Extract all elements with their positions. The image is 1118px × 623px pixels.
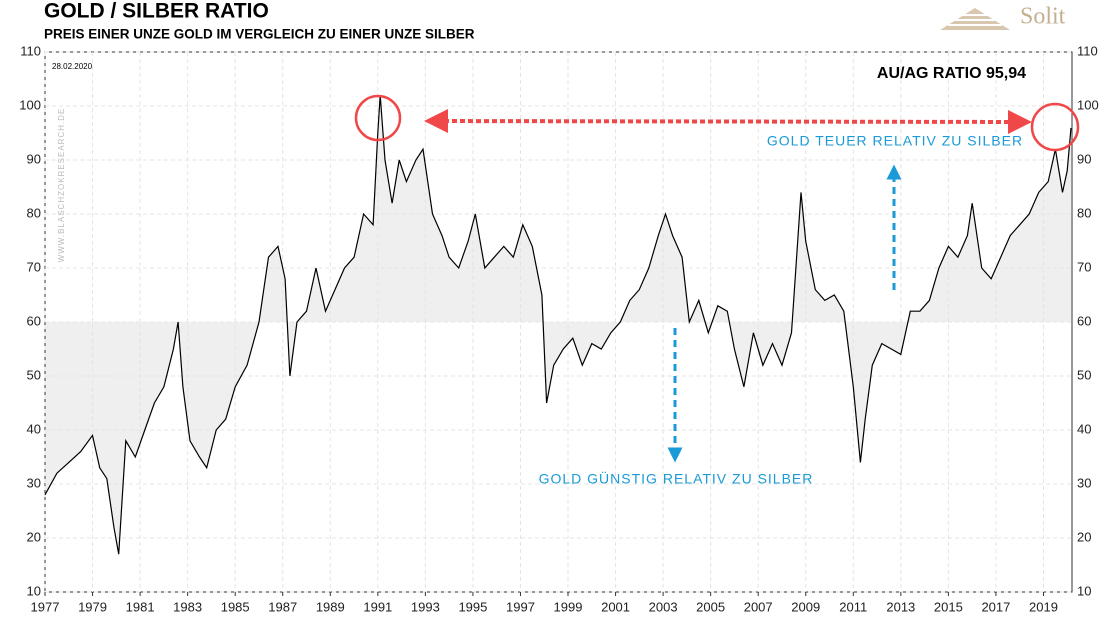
logo-icon (940, 8, 1010, 30)
x-tick-label: 1993 (411, 599, 440, 614)
x-tick-label: 1997 (506, 599, 535, 614)
y-tick-label: 80 (27, 205, 41, 220)
x-tick-label: 2009 (791, 599, 820, 614)
y-tick-label: 60 (27, 313, 41, 328)
annotation-low: GOLD GÜNSTIG RELATIV ZU SILBER (539, 470, 814, 487)
y2-tick-label: 90 (1077, 151, 1091, 166)
y-tick-label: 110 (20, 43, 41, 58)
plot-area: 10 10 20 20 30 30 40 40 50 50 60 60 70 70 80 80 90 90 100 1… (19, 43, 1098, 614)
x-tick-label: 2019 (1029, 599, 1058, 614)
y2-tick-label: 60 (1077, 313, 1091, 328)
line (44, 95, 1072, 555)
x-tick-label: 2017 (981, 599, 1010, 614)
x-tick-label: 1977 (31, 599, 60, 614)
area (45, 95, 1072, 555)
y2-tick-label: 40 (1077, 421, 1091, 436)
x-tick-label: 2001 (601, 599, 630, 614)
y-tick-label: 50 (27, 367, 41, 382)
arrow (424, 109, 1032, 134)
y2-tick-label: 100 (1077, 97, 1099, 112)
x-tick-label: 1995 (458, 599, 487, 614)
y-tick-label: 40 (27, 421, 41, 436)
y-tick-label: 70 (27, 259, 41, 274)
x-tick-label: 1987 (268, 599, 297, 614)
x-tick-label: 1983 (173, 599, 202, 614)
chart-title: GOLD / SILBER RATIO (44, 0, 269, 23)
x-tick-label: 1985 (221, 599, 250, 614)
x-tick-label: 2005 (696, 599, 725, 614)
annotation-high: GOLD TEUER RELATIV ZU SILBER (767, 133, 1023, 149)
x-tick-label: 1989 (316, 599, 345, 614)
y-tick-label: 10 (27, 583, 41, 598)
highlight-circle (354, 94, 402, 142)
highlight-circle (1030, 102, 1080, 152)
x-tick-label: 1981 (126, 599, 155, 614)
x-tick-label: 2007 (744, 599, 773, 614)
date-note: 28.02.2020 (52, 62, 93, 71)
y2-tick-label: 50 (1077, 367, 1091, 382)
x-tick-label: 1991 (363, 599, 392, 614)
watermark: WWW.BLASCHZOKRESEARCH.DE (57, 108, 66, 263)
chart-subtitle: PREIS EINER UNZE GOLD IM VERGLEICH ZU EI… (44, 27, 475, 42)
y-tick-label: 90 (27, 151, 41, 166)
x-tick-label: 1979 (78, 599, 107, 614)
logo: Solit (1020, 4, 1066, 30)
y2-tick-label: 80 (1077, 205, 1091, 220)
x-tick-label: 1999 (554, 599, 583, 614)
y2-tick-label: 70 (1077, 259, 1091, 274)
y2-tick-label: 20 (1077, 529, 1091, 544)
x-tick-label: 2011 (839, 599, 867, 614)
y-tick-label: 20 (27, 529, 41, 544)
y-tick-label: 100 (19, 97, 41, 112)
x-tick-label: 2003 (649, 599, 678, 614)
y-tick-label: 30 (27, 475, 41, 490)
x-tick-label: 2013 (886, 599, 915, 614)
y2-tick-label: 110 (1077, 43, 1098, 58)
y2-tick-label: 30 (1077, 475, 1091, 490)
ratio-label: AU/AG RATIO 95,94 (877, 65, 1026, 82)
x-tick-label: 2015 (934, 599, 963, 614)
y2-tick-label: 10 (1077, 583, 1091, 598)
